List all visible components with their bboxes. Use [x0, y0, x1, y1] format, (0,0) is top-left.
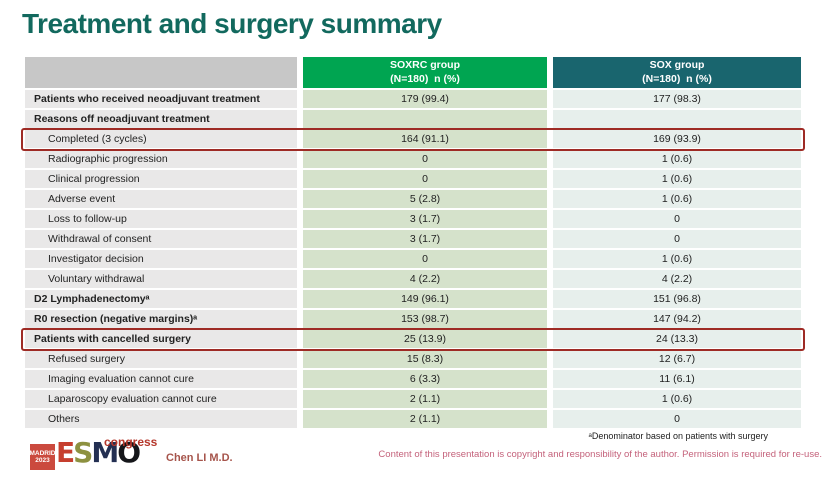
row-label: D2 Lymphadenectomyᵃ: [25, 290, 297, 308]
soxrc-value: 3 (1.7): [303, 210, 547, 228]
sox-value: 177 (98.3): [553, 90, 801, 108]
table-row: Voluntary withdrawal 4 (2.2) 4 (2.2): [25, 270, 801, 288]
sox-value: 24 (13.3): [553, 330, 801, 348]
sox-value: 151 (96.8): [553, 290, 801, 308]
sox-value: 0: [553, 210, 801, 228]
row-label: Voluntary withdrawal: [25, 270, 297, 288]
row-label: Laparoscopy evaluation cannot cure: [25, 390, 297, 408]
soxrc-value: 5 (2.8): [303, 190, 547, 208]
table-row: Loss to follow-up 3 (1.7) 0: [25, 210, 801, 228]
column-title-sox: SOX group: [649, 58, 705, 71]
soxrc-value: 3 (1.7): [303, 230, 547, 248]
soxrc-value: 6 (3.3): [303, 370, 547, 388]
sox-value: 147 (94.2): [553, 310, 801, 328]
row-label: Reasons off neoadjuvant treatment: [25, 110, 297, 128]
esmo-letter: M: [91, 436, 119, 469]
row-label: Withdrawal of consent: [25, 230, 297, 248]
badge-year: 2023: [35, 457, 50, 464]
soxrc-value: 164 (91.1): [303, 130, 547, 148]
sox-value: 1 (0.6): [553, 390, 801, 408]
column-subtitle-sox: (N=180) n (%): [642, 72, 712, 85]
sox-value: 1 (0.6): [553, 250, 801, 268]
row-label: Patients who received neoadjuvant treatm…: [25, 90, 297, 108]
table-row: Radiographic progression 0 1 (0.6): [25, 150, 801, 168]
table-row: R0 resection (negative margins)ᵃ 153 (98.…: [25, 310, 801, 328]
column-header-soxrc: SOXRC group (N=180) n (%): [303, 57, 547, 88]
table-header-row: SOXRC group (N=180) n (%) SOX group (N=1…: [25, 57, 801, 88]
esmo-letter: S: [73, 436, 93, 469]
soxrc-value: [303, 110, 547, 128]
table-row: Others 2 (1.1) 0: [25, 410, 801, 428]
sox-value: 0: [553, 410, 801, 428]
row-label: Adverse event: [25, 190, 297, 208]
column-title-soxrc: SOXRC group: [390, 58, 460, 71]
congress-label: congress: [104, 435, 158, 449]
soxrc-value: 2 (1.1): [303, 410, 547, 428]
sox-value: 4 (2.2): [553, 270, 801, 288]
table-row: Patients with cancelled surgery 25 (13.9)…: [21, 327, 805, 351]
sox-value: 1 (0.6): [553, 190, 801, 208]
soxrc-value: 0: [303, 170, 547, 188]
soxrc-value: 149 (96.1): [303, 290, 547, 308]
badge-city: MADRID: [29, 449, 56, 457]
slide-title: Treatment and surgery summary: [22, 8, 442, 39]
table-row: Clinical progression 0 1 (0.6): [25, 170, 801, 188]
sox-value: 12 (6.7): [553, 350, 801, 368]
row-label: Imaging evaluation cannot cure: [25, 370, 297, 388]
esmo-logo: ESMO: [56, 436, 141, 469]
row-label: Patients with cancelled surgery: [25, 330, 297, 348]
sox-value: 169 (93.9): [553, 130, 801, 148]
footnote: ᵃDenominator based on patients with surg…: [588, 431, 768, 441]
table-row: Laparoscopy evaluation cannot cure 2 (1.1…: [25, 390, 801, 408]
treatment-summary-table: SOXRC group (N=180) n (%) SOX group (N=1…: [21, 57, 805, 430]
soxrc-value: 25 (13.9): [303, 330, 547, 348]
table-row: Withdrawal of consent 3 (1.7) 0: [25, 230, 801, 248]
row-label: Radiographic progression: [25, 150, 297, 168]
table-body: Patients who received neoadjuvant treatm…: [21, 90, 805, 428]
row-label: Investigator decision: [25, 250, 297, 268]
row-label: Refused surgery: [25, 350, 297, 368]
row-label-header: [25, 57, 297, 88]
row-label: Loss to follow-up: [25, 210, 297, 228]
table-row: Imaging evaluation cannot cure 6 (3.3) 11 …: [25, 370, 801, 388]
presenter-name: Chen LI M.D.: [166, 452, 233, 464]
table-row: Adverse event 5 (2.8) 1 (0.6): [25, 190, 801, 208]
row-label: Others: [25, 410, 297, 428]
esmo-letter: O: [117, 436, 141, 469]
soxrc-value: 0: [303, 150, 547, 168]
copyright-notice: Content of this presentation is copyrigh…: [378, 449, 822, 460]
sox-value: 1 (0.6): [553, 150, 801, 168]
sox-value: [553, 110, 801, 128]
table-row: Investigator decision 0 1 (0.6): [25, 250, 801, 268]
sox-value: 0: [553, 230, 801, 248]
row-label: R0 resection (negative margins)ᵃ: [25, 310, 297, 328]
sox-value: 1 (0.6): [553, 170, 801, 188]
table-row: Refused surgery 15 (8.3) 12 (6.7): [25, 350, 801, 368]
column-header-sox: SOX group (N=180) n (%): [553, 57, 801, 88]
soxrc-value: 179 (99.4): [303, 90, 547, 108]
soxrc-value: 2 (1.1): [303, 390, 547, 408]
soxrc-value: 15 (8.3): [303, 350, 547, 368]
sox-value: 11 (6.1): [553, 370, 801, 388]
row-label: Completed (3 cycles): [25, 130, 297, 148]
row-label: Clinical progression: [25, 170, 297, 188]
table-row: Completed (3 cycles) 164 (91.1) 169 (93.9): [21, 127, 805, 151]
column-subtitle-soxrc: (N=180) n (%): [390, 72, 460, 85]
soxrc-value: 4 (2.2): [303, 270, 547, 288]
table-row: Reasons off neoadjuvant treatment: [25, 110, 801, 128]
table-row: D2 Lymphadenectomyᵃ 149 (96.1) 151 (96.8): [25, 290, 801, 308]
soxrc-value: 153 (98.7): [303, 310, 547, 328]
table-row: Patients who received neoadjuvant treatm…: [25, 90, 801, 108]
madrid-2023-badge: MADRID 2023: [29, 444, 56, 470]
esmo-letter: E: [56, 436, 75, 469]
soxrc-value: 0: [303, 250, 547, 268]
